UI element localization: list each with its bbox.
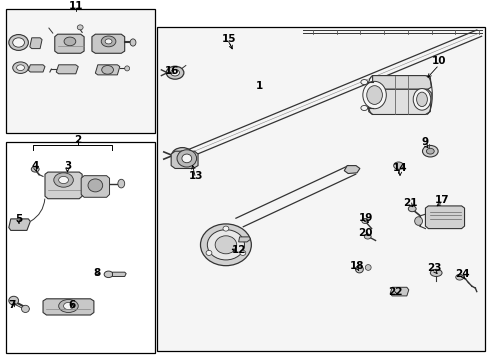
Text: 1: 1 [255, 81, 262, 91]
Ellipse shape [77, 25, 83, 30]
Polygon shape [92, 34, 124, 53]
Text: 10: 10 [431, 56, 446, 66]
Ellipse shape [170, 69, 179, 76]
Ellipse shape [124, 66, 129, 71]
Text: 20: 20 [358, 228, 372, 238]
Ellipse shape [207, 230, 244, 260]
Text: 9: 9 [421, 137, 428, 147]
Ellipse shape [355, 266, 363, 273]
Polygon shape [425, 206, 464, 229]
Text: 22: 22 [387, 287, 402, 297]
Polygon shape [43, 299, 94, 315]
Text: 2: 2 [75, 135, 81, 145]
Polygon shape [56, 65, 78, 74]
Ellipse shape [412, 89, 430, 110]
Text: 14: 14 [392, 163, 407, 174]
Text: 5: 5 [15, 214, 22, 224]
Text: 8: 8 [93, 268, 100, 278]
Ellipse shape [361, 219, 368, 224]
Ellipse shape [366, 86, 382, 104]
Ellipse shape [407, 206, 415, 212]
Ellipse shape [104, 271, 113, 278]
Text: 6: 6 [69, 300, 76, 310]
Ellipse shape [176, 151, 188, 160]
Polygon shape [30, 38, 42, 49]
Polygon shape [389, 287, 408, 296]
Ellipse shape [59, 176, 68, 184]
Ellipse shape [118, 179, 124, 188]
Ellipse shape [426, 148, 433, 154]
Text: 4: 4 [31, 161, 39, 171]
Ellipse shape [166, 66, 183, 79]
Ellipse shape [364, 234, 370, 239]
Text: 23: 23 [426, 263, 441, 273]
Text: 12: 12 [231, 245, 245, 255]
Ellipse shape [102, 66, 113, 74]
Polygon shape [9, 219, 30, 230]
Ellipse shape [101, 36, 116, 47]
Text: 24: 24 [454, 269, 468, 279]
Ellipse shape [64, 37, 76, 46]
Polygon shape [112, 272, 126, 276]
Ellipse shape [205, 251, 211, 256]
Ellipse shape [177, 150, 196, 167]
Ellipse shape [9, 35, 28, 50]
Ellipse shape [54, 173, 73, 187]
Ellipse shape [21, 305, 29, 312]
Ellipse shape [215, 236, 236, 254]
Ellipse shape [59, 300, 78, 312]
Ellipse shape [223, 226, 228, 231]
Ellipse shape [105, 39, 112, 44]
Text: 18: 18 [349, 261, 364, 271]
Text: 7: 7 [8, 300, 16, 310]
Ellipse shape [171, 148, 193, 163]
Bar [6, 9, 155, 133]
Ellipse shape [9, 296, 19, 305]
Text: 21: 21 [403, 198, 417, 208]
Ellipse shape [88, 179, 102, 192]
Ellipse shape [13, 38, 24, 47]
Text: 13: 13 [188, 171, 203, 181]
Ellipse shape [63, 302, 73, 310]
Ellipse shape [360, 80, 367, 85]
Ellipse shape [365, 265, 370, 270]
Ellipse shape [360, 105, 367, 111]
Bar [157, 27, 484, 351]
Ellipse shape [130, 39, 136, 46]
Polygon shape [55, 34, 84, 53]
Text: 19: 19 [358, 213, 372, 223]
Ellipse shape [416, 92, 427, 107]
Ellipse shape [362, 81, 386, 109]
Ellipse shape [393, 162, 403, 169]
Text: 3: 3 [64, 161, 71, 171]
Polygon shape [238, 237, 250, 242]
Polygon shape [45, 172, 82, 199]
Polygon shape [95, 65, 120, 75]
Ellipse shape [414, 217, 422, 225]
Ellipse shape [182, 154, 191, 163]
Polygon shape [28, 65, 45, 72]
Polygon shape [171, 151, 198, 168]
Text: 16: 16 [164, 66, 179, 76]
Text: 11: 11 [68, 1, 83, 12]
Polygon shape [344, 166, 359, 174]
Ellipse shape [13, 62, 28, 73]
Ellipse shape [31, 166, 39, 172]
Ellipse shape [429, 269, 441, 276]
Polygon shape [368, 89, 430, 114]
Ellipse shape [455, 274, 463, 280]
Polygon shape [372, 76, 430, 89]
Ellipse shape [17, 65, 24, 71]
Bar [6, 142, 155, 353]
Polygon shape [81, 176, 109, 197]
Ellipse shape [422, 145, 437, 157]
Ellipse shape [200, 224, 251, 266]
Text: 15: 15 [221, 34, 236, 44]
Text: 17: 17 [434, 195, 449, 205]
Ellipse shape [240, 251, 245, 256]
